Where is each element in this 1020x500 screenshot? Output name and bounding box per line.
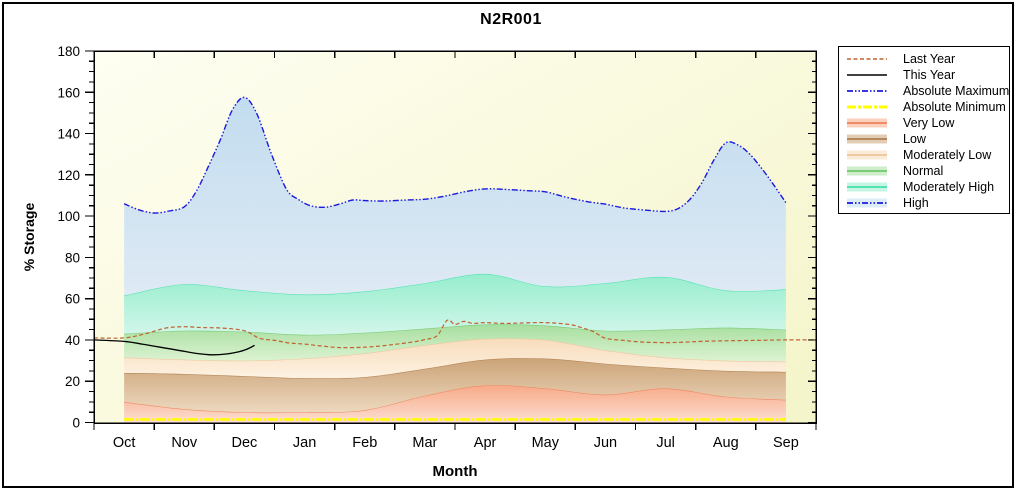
legend-sample-this-year-icon xyxy=(847,74,887,76)
band-moderately-high xyxy=(124,273,786,335)
legend-item-very-low: Very Low xyxy=(847,115,1009,131)
legend-item-absolute-maximum: Absolute Maximum xyxy=(847,83,1009,99)
legend-sample-normal-icon xyxy=(847,166,887,176)
legend-item-normal: Normal xyxy=(847,163,1009,179)
legend-sample-last-year-icon xyxy=(847,58,887,60)
legend-label-low: Low xyxy=(903,132,926,146)
svg-text:Mar: Mar xyxy=(412,435,437,451)
series-last-year xyxy=(93,319,816,349)
band-high xyxy=(124,97,786,296)
x-axis-title: Month xyxy=(432,463,478,480)
svg-text:140: 140 xyxy=(57,127,80,142)
legend-sample-absolute-maximum-icon xyxy=(847,90,887,92)
svg-text:Aug: Aug xyxy=(713,435,739,451)
legend-item-high: High xyxy=(847,195,1009,211)
legend-sample-high-icon xyxy=(847,198,887,208)
svg-text:May: May xyxy=(532,435,560,451)
svg-text:Jun: Jun xyxy=(594,435,617,451)
svg-text:40: 40 xyxy=(65,333,80,348)
legend-item-last-year: Last Year xyxy=(847,51,1009,67)
x-tick-labels: Oct Nov Dec Jan Feb Mar Apr May Jun Jul Aug Sep xyxy=(113,435,799,451)
svg-text:180: 180 xyxy=(57,44,80,59)
legend-label-high: High xyxy=(903,196,929,210)
svg-text:Oct: Oct xyxy=(113,435,136,451)
y-tick-labels: 0 20 40 60 80 100 120 140 160 180 xyxy=(57,44,80,431)
svg-text:Dec: Dec xyxy=(232,435,258,451)
svg-text:Nov: Nov xyxy=(171,435,198,451)
svg-text:Feb: Feb xyxy=(352,435,377,451)
legend-label-normal: Normal xyxy=(903,164,944,178)
svg-text:160: 160 xyxy=(57,85,80,100)
legend-item-low: Low xyxy=(847,131,1009,147)
legend-label-very-low: Very Low xyxy=(903,116,955,130)
legend-sample-absolute-minimum-icon xyxy=(847,105,887,109)
svg-text:0: 0 xyxy=(72,416,80,431)
svg-text:Jan: Jan xyxy=(293,435,316,451)
legend-item-moderately-high: Moderately High xyxy=(847,179,1009,195)
legend-sample-very-low-icon xyxy=(847,118,887,128)
svg-text:80: 80 xyxy=(65,250,80,265)
svg-text:Jul: Jul xyxy=(656,435,675,451)
band-normal xyxy=(124,324,786,362)
legend-label-moderately-low: Moderately Low xyxy=(903,148,992,162)
legend-label-moderately-high: Moderately High xyxy=(903,180,995,194)
legend-sample-moderately-high-icon xyxy=(847,182,887,192)
legend-item-absolute-minimum: Absolute Minimum xyxy=(847,99,1009,115)
svg-text:100: 100 xyxy=(57,209,80,224)
legend-label-this-year: This Year xyxy=(903,68,956,82)
band-moderately-low xyxy=(124,338,786,379)
series-this-year xyxy=(93,339,255,356)
legend-sample-low-icon xyxy=(847,134,887,144)
legend: Last Year This Year Absolute Maximum Absolu… xyxy=(838,46,1010,214)
legend-label-absolute-minimum: Absolute Minimum xyxy=(903,100,1006,114)
y-axis-title: % Storage xyxy=(21,202,37,272)
band-very-low xyxy=(124,385,786,423)
legend-item-moderately-low: Moderately Low xyxy=(847,147,1009,163)
tick-marks xyxy=(85,50,817,430)
svg-text:120: 120 xyxy=(57,168,80,183)
svg-text:Apr: Apr xyxy=(474,435,497,451)
band-low xyxy=(124,358,786,413)
svg-text:Sep: Sep xyxy=(773,435,799,451)
chart-title: N2R001 xyxy=(480,11,542,28)
legend-sample-moderately-low-icon xyxy=(847,150,887,160)
legend-label-absolute-maximum: Absolute Maximum xyxy=(903,84,1010,98)
svg-text:20: 20 xyxy=(65,374,80,389)
svg-text:60: 60 xyxy=(65,292,80,307)
legend-label-last-year: Last Year xyxy=(903,52,956,66)
legend-item-this-year: This Year xyxy=(847,67,1009,83)
